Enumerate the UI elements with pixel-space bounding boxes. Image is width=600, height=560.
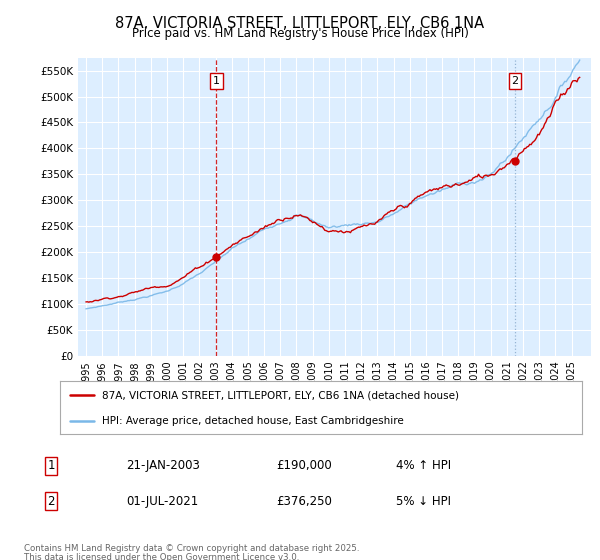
Text: 1: 1 <box>47 459 55 473</box>
Text: Price paid vs. HM Land Registry's House Price Index (HPI): Price paid vs. HM Land Registry's House … <box>131 27 469 40</box>
Text: 01-JUL-2021: 01-JUL-2021 <box>126 494 198 508</box>
Text: £376,250: £376,250 <box>276 494 332 508</box>
Text: Contains HM Land Registry data © Crown copyright and database right 2025.: Contains HM Land Registry data © Crown c… <box>24 544 359 553</box>
Text: 87A, VICTORIA STREET, LITTLEPORT, ELY, CB6 1NA (detached house): 87A, VICTORIA STREET, LITTLEPORT, ELY, C… <box>102 390 459 400</box>
Text: HPI: Average price, detached house, East Cambridgeshire: HPI: Average price, detached house, East… <box>102 416 404 426</box>
Text: 1: 1 <box>213 76 220 86</box>
Text: 4% ↑ HPI: 4% ↑ HPI <box>396 459 451 473</box>
Text: 21-JAN-2003: 21-JAN-2003 <box>126 459 200 473</box>
Text: 5% ↓ HPI: 5% ↓ HPI <box>396 494 451 508</box>
Text: This data is licensed under the Open Government Licence v3.0.: This data is licensed under the Open Gov… <box>24 553 299 560</box>
Text: 87A, VICTORIA STREET, LITTLEPORT, ELY, CB6 1NA: 87A, VICTORIA STREET, LITTLEPORT, ELY, C… <box>115 16 485 31</box>
Text: £190,000: £190,000 <box>276 459 332 473</box>
Text: 2: 2 <box>47 494 55 508</box>
Text: 2: 2 <box>511 76 518 86</box>
